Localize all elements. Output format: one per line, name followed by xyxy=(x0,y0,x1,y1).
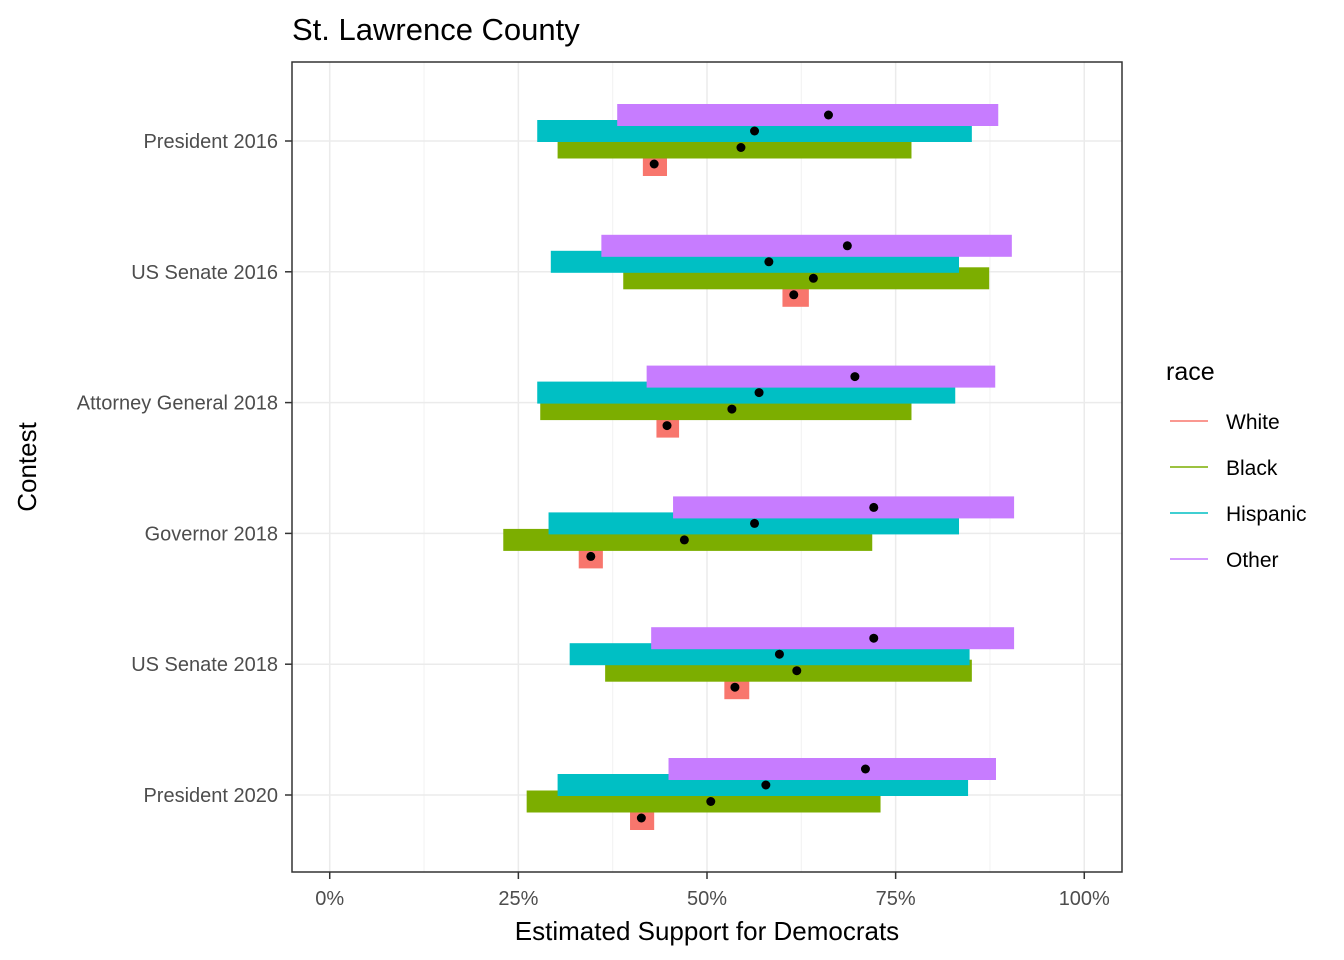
estimate-points xyxy=(586,110,879,823)
legend: race White Black Hispanic Other xyxy=(1166,358,1307,572)
y-axis: President 2016 US Senate 2016 Attorney Gen… xyxy=(77,131,292,807)
estimate-point-hispanic xyxy=(750,518,760,528)
estimate-point-white xyxy=(662,421,672,431)
x-tick-label: 100% xyxy=(1059,888,1110,910)
estimate-point-other xyxy=(869,502,879,512)
estimate-point-black xyxy=(792,666,802,676)
estimate-point-black xyxy=(736,143,746,152)
estimate-point-hispanic xyxy=(754,388,764,398)
range-bar-other xyxy=(617,104,999,126)
estimate-point-black xyxy=(808,273,818,283)
chart-title: St. Lawrence County xyxy=(292,12,580,47)
legend-label-black: Black xyxy=(1226,457,1278,480)
y-axis-title: Contest xyxy=(12,421,42,511)
x-tick-label: 0% xyxy=(315,888,344,910)
estimate-point-other xyxy=(869,633,879,643)
estimate-point-black xyxy=(727,404,737,414)
estimate-point-white xyxy=(789,290,799,300)
estimate-point-white xyxy=(649,159,659,169)
estimate-point-black xyxy=(679,535,689,545)
plot-panel xyxy=(291,61,1123,873)
x-tick-label: 75% xyxy=(876,888,916,910)
y-tick-label: President 2020 xyxy=(143,785,278,807)
estimate-point-other xyxy=(850,372,860,382)
estimate-point-other xyxy=(860,764,870,774)
x-tick-label: 50% xyxy=(687,888,727,910)
estimate-point-other xyxy=(823,110,833,120)
legend-label-white: White xyxy=(1226,411,1280,434)
y-tick-label: US Senate 2018 xyxy=(131,654,278,676)
y-tick-label: Attorney General 2018 xyxy=(77,393,278,415)
y-tick-label: US Senate 2016 xyxy=(131,262,278,284)
estimate-point-black xyxy=(706,797,716,806)
range-bar-other xyxy=(651,627,1015,650)
x-axis: 0% 25% 50% 75% 100% xyxy=(315,872,1110,910)
estimate-point-hispanic xyxy=(761,780,771,790)
legend-label-other: Other xyxy=(1226,549,1279,572)
range-bar-other xyxy=(601,234,1012,257)
x-axis-title: Estimated Support for Democrats xyxy=(515,916,899,946)
range-bar-other xyxy=(673,496,1015,519)
estimate-point-hispanic xyxy=(750,126,760,136)
x-tick-label: 25% xyxy=(498,888,538,910)
estimate-point-other xyxy=(842,241,852,251)
y-tick-label: Governor 2018 xyxy=(145,523,278,545)
estimate-point-white xyxy=(586,551,596,561)
estimate-point-white xyxy=(730,682,740,692)
range-bar-other xyxy=(668,758,996,780)
legend-title: race xyxy=(1166,358,1215,386)
y-tick-label: President 2016 xyxy=(143,131,278,153)
estimate-point-hispanic xyxy=(774,649,784,659)
estimate-point-hispanic xyxy=(764,257,774,267)
legend-label-hispanic: Hispanic xyxy=(1226,503,1307,526)
range-bar-other xyxy=(646,365,996,388)
estimate-point-white xyxy=(636,813,646,823)
